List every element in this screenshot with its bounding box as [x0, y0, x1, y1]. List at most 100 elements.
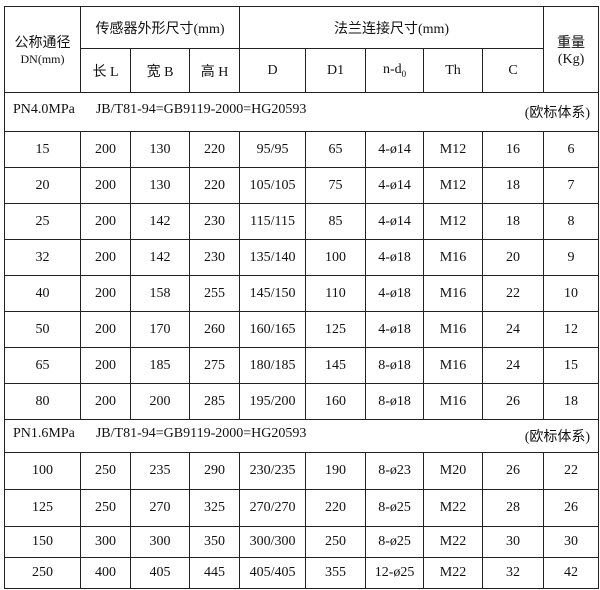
table-cell: 135/140 — [239, 239, 307, 276]
table-cell: 110 — [305, 275, 367, 312]
table-cell: 400 — [80, 557, 131, 589]
table-cell: 130 — [130, 167, 190, 204]
table-cell: M16 — [423, 311, 484, 348]
table-cell: 20 — [4, 167, 81, 204]
table-cell: 18 — [482, 167, 545, 204]
table-row: 25 200 142 230 115/115 85 4-ø14 M12 18 8 — [4, 203, 600, 240]
table-cell: 125 — [305, 311, 367, 348]
table-cell: 200 — [80, 383, 131, 420]
section-row: PN1.6MPa JB/T81-94=GB9119-2000=HG20593 (欧… — [3, 419, 600, 453]
table-cell: 270/270 — [239, 489, 307, 527]
table-cell: 115/115 — [239, 203, 307, 240]
table-cell: 300 — [130, 526, 190, 558]
table-cell: 4-ø14 — [365, 131, 425, 168]
table-cell: 24 — [482, 347, 545, 384]
table-cell: 32 — [482, 557, 545, 589]
col-width: 宽 B — [130, 48, 190, 93]
table-cell: 230/235 — [239, 452, 307, 490]
table-cell: 42 — [543, 557, 600, 589]
table-cell: 405/405 — [239, 557, 307, 589]
table-cell: 145/150 — [239, 275, 307, 312]
table-cell: 200 — [80, 275, 131, 312]
table-cell: 220 — [188, 167, 241, 204]
table-cell: 30 — [482, 526, 545, 558]
table-row: 40 200 158 255 145/150 110 4-ø18 M16 22 10 — [4, 275, 600, 312]
table-cell: 7 — [543, 167, 600, 204]
sensor-header: 传感器外形尺寸(mm) — [79, 6, 241, 49]
table-cell: 350 — [188, 526, 241, 558]
col-nd0: n-d0 — [365, 48, 425, 93]
table-row: 15 200 130 220 95/95 65 4-ø14 M12 16 6 — [4, 131, 600, 168]
table-cell: 12-ø25 — [365, 557, 425, 589]
table-cell: 100 — [4, 452, 81, 490]
table-cell: 26 — [482, 383, 545, 420]
table-cell: 158 — [130, 275, 190, 312]
table-cell: 200 — [80, 239, 131, 276]
table-row: 50 200 170 260 160/165 125 4-ø18 M16 24 12 — [4, 311, 600, 348]
table-cell: M16 — [423, 347, 484, 384]
table-cell: 8-ø18 — [365, 383, 425, 420]
table-cell: 32 — [4, 239, 81, 276]
table-cell: 200 — [80, 167, 131, 204]
table-cell: 105/105 — [239, 167, 307, 204]
table-row: 32 200 142 230 135/140 100 4-ø18 M16 20 9 — [4, 239, 600, 276]
table-cell: 8-ø25 — [365, 526, 425, 558]
system: (欧标体系) — [524, 106, 591, 121]
table-row: 125 250 270 325 270/270 220 8-ø25 M22 28 26 — [4, 489, 600, 527]
table-row: 80 200 200 285 195/200 160 8-ø18 M16 26 18 — [4, 383, 600, 420]
table-cell: 4-ø18 — [365, 275, 425, 312]
table-cell: 80 — [4, 383, 81, 420]
section-row: PN4.0MPa JB/T81-94=GB9119-2000=HG20593 (欧… — [3, 92, 600, 132]
dn-header: 公称通径 DN(mm) — [4, 6, 81, 93]
table-cell: 355 — [305, 557, 367, 589]
table-cell: 30 — [543, 526, 600, 558]
table-cell: 290 — [188, 452, 241, 490]
table-row: 150 300 300 350 300/300 250 8-ø25 M22 30 30 — [4, 526, 600, 558]
table-cell: 200 — [80, 203, 131, 240]
col-c: C — [482, 48, 545, 93]
table-cell: 190 — [305, 452, 367, 490]
table-cell: 260 — [188, 311, 241, 348]
table-cell: 15 — [543, 347, 600, 384]
table-cell: 275 — [188, 347, 241, 384]
section-label: PN1.6MPa JB/T81-94=GB9119-2000=HG20593 (欧… — [3, 419, 600, 453]
table-cell: 142 — [130, 239, 190, 276]
table-cell: 200 — [80, 131, 131, 168]
table-cell: 26 — [543, 489, 600, 527]
table-cell: M22 — [423, 526, 484, 558]
pressure: PN4.0MPa — [13, 102, 75, 117]
standard: JB/T81-94=GB9119-2000=HG20593 — [95, 102, 307, 117]
table-cell: 22 — [543, 452, 600, 490]
table-cell: 26 — [482, 452, 545, 490]
col-height: 高 H — [188, 48, 241, 93]
table-cell: 95/95 — [239, 131, 307, 168]
table-cell: 180/185 — [239, 347, 307, 384]
table-cell: 12 — [543, 311, 600, 348]
table-cell: 22 — [482, 275, 545, 312]
table-cell: 24 — [482, 311, 545, 348]
table-cell: 445 — [188, 557, 241, 589]
table-cell: 230 — [188, 203, 241, 240]
table-cell: 235 — [130, 452, 190, 490]
table-cell: 6 — [543, 131, 600, 168]
flange-spec-table: 公称通径 DN(mm) 传感器外形尺寸(mm) 法兰连接尺寸(mm) 重量 (Kg)… — [3, 6, 600, 589]
table-cell: 8 — [543, 203, 600, 240]
table-row: 65 200 185 275 180/185 145 8-ø18 M16 24 15 — [4, 347, 600, 384]
pressure: PN1.6MPa — [13, 426, 75, 441]
col-d1: D1 — [305, 48, 367, 93]
table-cell: 125 — [4, 489, 81, 527]
table-cell: 8-ø23 — [365, 452, 425, 490]
table-cell: 4-ø18 — [365, 311, 425, 348]
table-cell: 142 — [130, 203, 190, 240]
table-cell: M12 — [423, 167, 484, 204]
table-row: 250 400 405 445 405/405 355 12-ø25 M22 32 42 — [4, 557, 600, 589]
table-cell: M12 — [423, 203, 484, 240]
table-cell: 10 — [543, 275, 600, 312]
table-cell: 20 — [482, 239, 545, 276]
table-cell: 250 — [80, 489, 131, 527]
flange-header: 法兰连接尺寸(mm) — [239, 6, 545, 49]
table-cell: 230 — [188, 239, 241, 276]
table-cell: 18 — [482, 203, 545, 240]
table-cell: 8-ø18 — [365, 347, 425, 384]
table-cell: 185 — [130, 347, 190, 384]
